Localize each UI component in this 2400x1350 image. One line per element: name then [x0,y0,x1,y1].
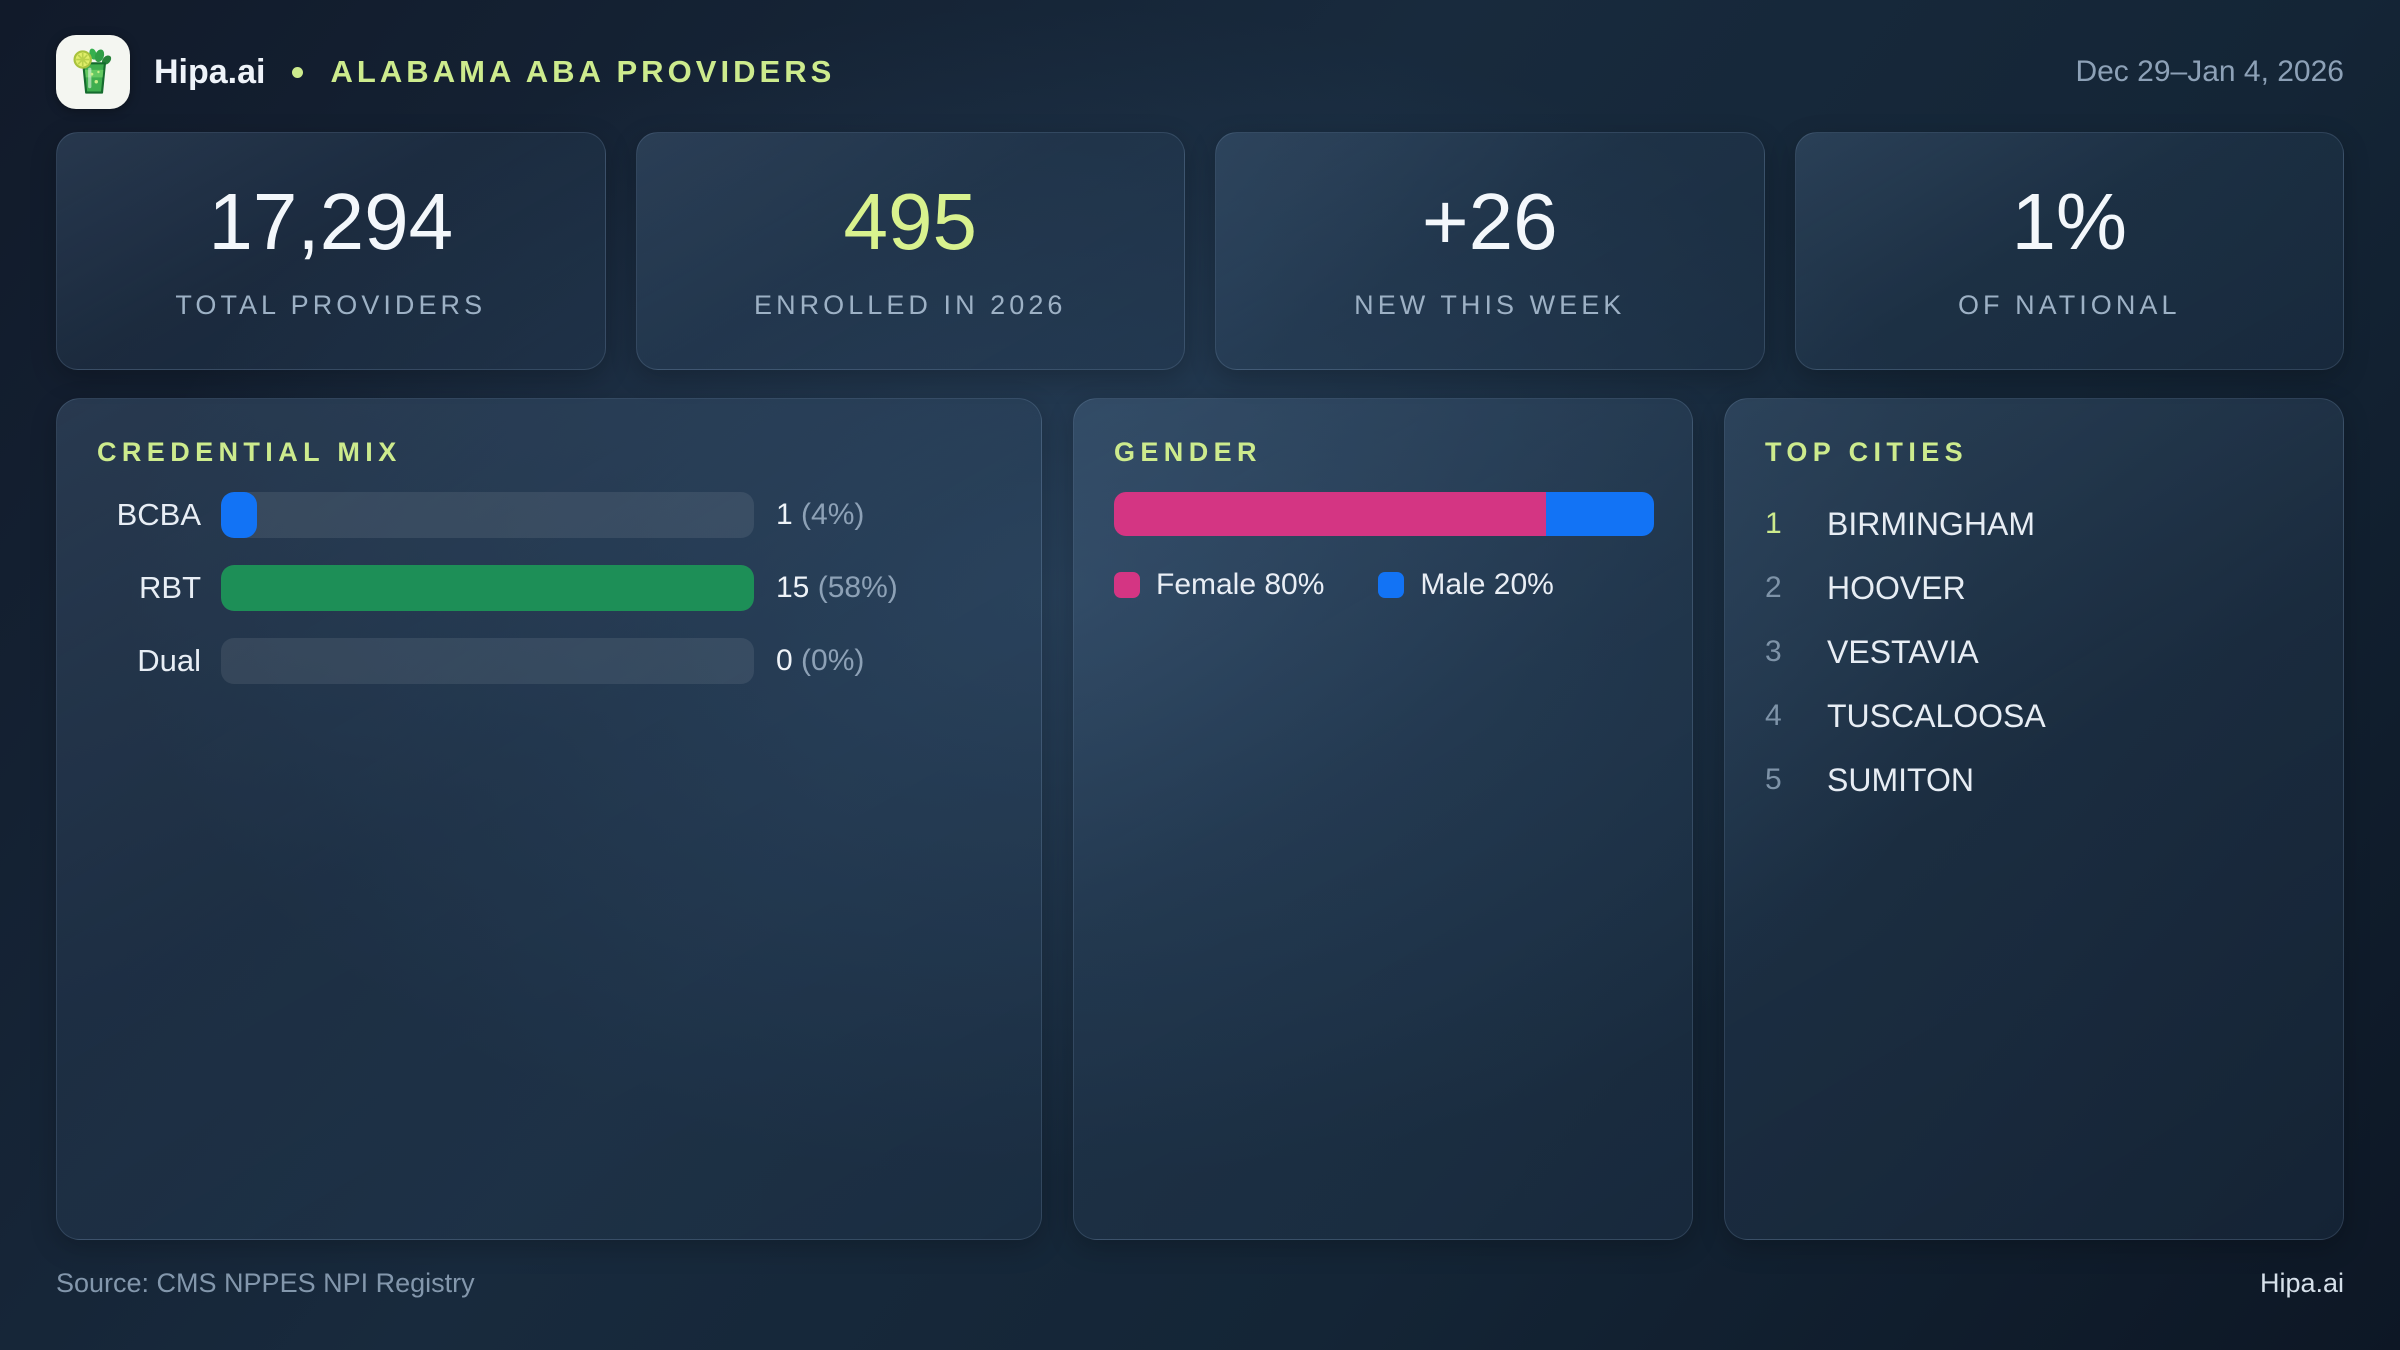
city-name: TUSCALOOSA [1827,697,2046,734]
stat-label: TOTAL PROVIDERS [175,289,487,320]
header: Hipa.ai ALABAMA ABA PROVIDERS Dec 29–Jan… [56,30,2344,114]
legend-item-female: Female 80% [1114,568,1324,602]
gender-stacked-bar [1114,492,1654,536]
bar-count: 15 [776,571,810,604]
city-rank: 5 [1765,763,1782,796]
bcba-bar-track [221,492,754,538]
city-rank: 2 [1765,571,1782,604]
city-row-2: 2 HOOVER [1765,556,2303,620]
gender-panel: GENDER Female 80% Male 20% [1073,398,1693,1240]
city-row-5: 5 SUMITON [1765,748,2303,812]
page-title: ALABAMA ABA PROVIDERS [330,54,836,89]
city-name: VESTAVIA [1827,633,1979,670]
bullet-separator-icon [292,66,304,78]
city-row-3: 3 VESTAVIA [1765,620,2303,684]
stat-card-of-national: 1% OF NATIONAL [1794,132,2344,370]
bar-row-dual: Dual 0 (0%) [97,638,1001,684]
city-rank: 4 [1765,699,1782,732]
city-row-1: 1 BIRMINGHAM [1765,492,2303,556]
city-rank: 1 [1765,507,1782,540]
stat-card-new-this-week: +26 NEW THIS WEEK [1215,132,1765,370]
brand-area: Hipa.ai ALABAMA ABA PROVIDERS [56,35,835,109]
mojito-glass-icon [73,48,112,94]
stat-value: +26 [1421,176,1558,266]
male-swatch-icon [1378,572,1405,598]
bar-row-rbt: RBT 15 (58%) [97,565,1001,611]
female-segment [1114,492,1546,536]
stat-label: ENROLLED IN 2026 [754,289,1067,320]
brand-name: Hipa.ai [154,52,266,91]
hipa-logo [56,35,130,109]
city-rank: 3 [1765,635,1782,668]
stat-value: 495 [843,176,977,266]
female-swatch-icon [1114,572,1140,598]
city-list: 1 BIRMINGHAM 2 HOOVER 3 VESTAVIA 4 TUSCA… [1765,492,2303,812]
rbt-bar-track [221,565,754,611]
city-name: SUMITON [1827,761,1974,798]
top-cities-panel: TOP CITIES 1 BIRMINGHAM 2 HOOVER 3 VESTA… [1724,398,2344,1240]
panels-row: CREDENTIAL MIX BCBA 1 (4%) RBT 15 (5 [56,398,2344,1240]
stat-label: NEW THIS WEEK [1354,289,1626,320]
city-name: HOOVER [1827,569,1966,606]
bar-label: RBT [139,570,201,605]
male-segment [1546,492,1654,536]
legend-label: Male 20% [1420,568,1554,601]
top-cities-title: TOP CITIES [1765,437,1969,467]
bar-count: 1 [776,498,793,531]
gender-legend: Female 80% Male 20% [1114,568,1652,602]
credential-mix-title: CREDENTIAL MIX [97,437,402,467]
bar-row-bcba: BCBA 1 (4%) [97,492,1001,538]
footer: Source: CMS NPPES NPI Registry Hipa.ai [56,1268,2344,1299]
gender-title: GENDER [1114,437,1262,467]
bar-value: 1 (4%) [774,498,1001,532]
stat-card-total-providers: 17,294 TOTAL PROVIDERS [56,132,606,370]
bar-percent: (58%) [817,571,898,604]
bar-label: BCBA [116,497,201,532]
bar-value: 0 (0%) [774,644,1001,678]
rbt-bar-fill [221,565,754,611]
date-range: Dec 29–Jan 4, 2026 [2075,55,2344,88]
city-row-4: 4 TUSCALOOSA [1765,684,2303,748]
footer-brand: Hipa.ai [2259,1268,2344,1298]
stat-value: 17,294 [208,176,454,266]
bcba-bar-fill [221,492,257,538]
credential-mix-panel: CREDENTIAL MIX BCBA 1 (4%) RBT 15 (5 [56,398,1042,1240]
source-note: Source: CMS NPPES NPI Registry [56,1268,475,1298]
dual-bar-track [221,638,754,684]
legend-item-male: Male 20% [1378,568,1554,602]
bar-count: 0 [776,644,793,677]
bar-percent: (4%) [801,498,865,531]
bar-percent: (0%) [801,644,865,677]
stat-value: 1% [2011,176,2128,266]
stat-card-enrolled-2026: 495 ENROLLED IN 2026 [635,132,1185,370]
stat-label: OF NATIONAL [1957,289,2181,320]
stat-cards-row: 17,294 TOTAL PROVIDERS 495 ENROLLED IN 2… [56,132,2344,370]
bar-label: Dual [137,643,201,678]
city-name: BIRMINGHAM [1827,505,2035,542]
legend-label: Female 80% [1156,568,1325,601]
bar-value: 15 (58%) [774,571,1001,605]
